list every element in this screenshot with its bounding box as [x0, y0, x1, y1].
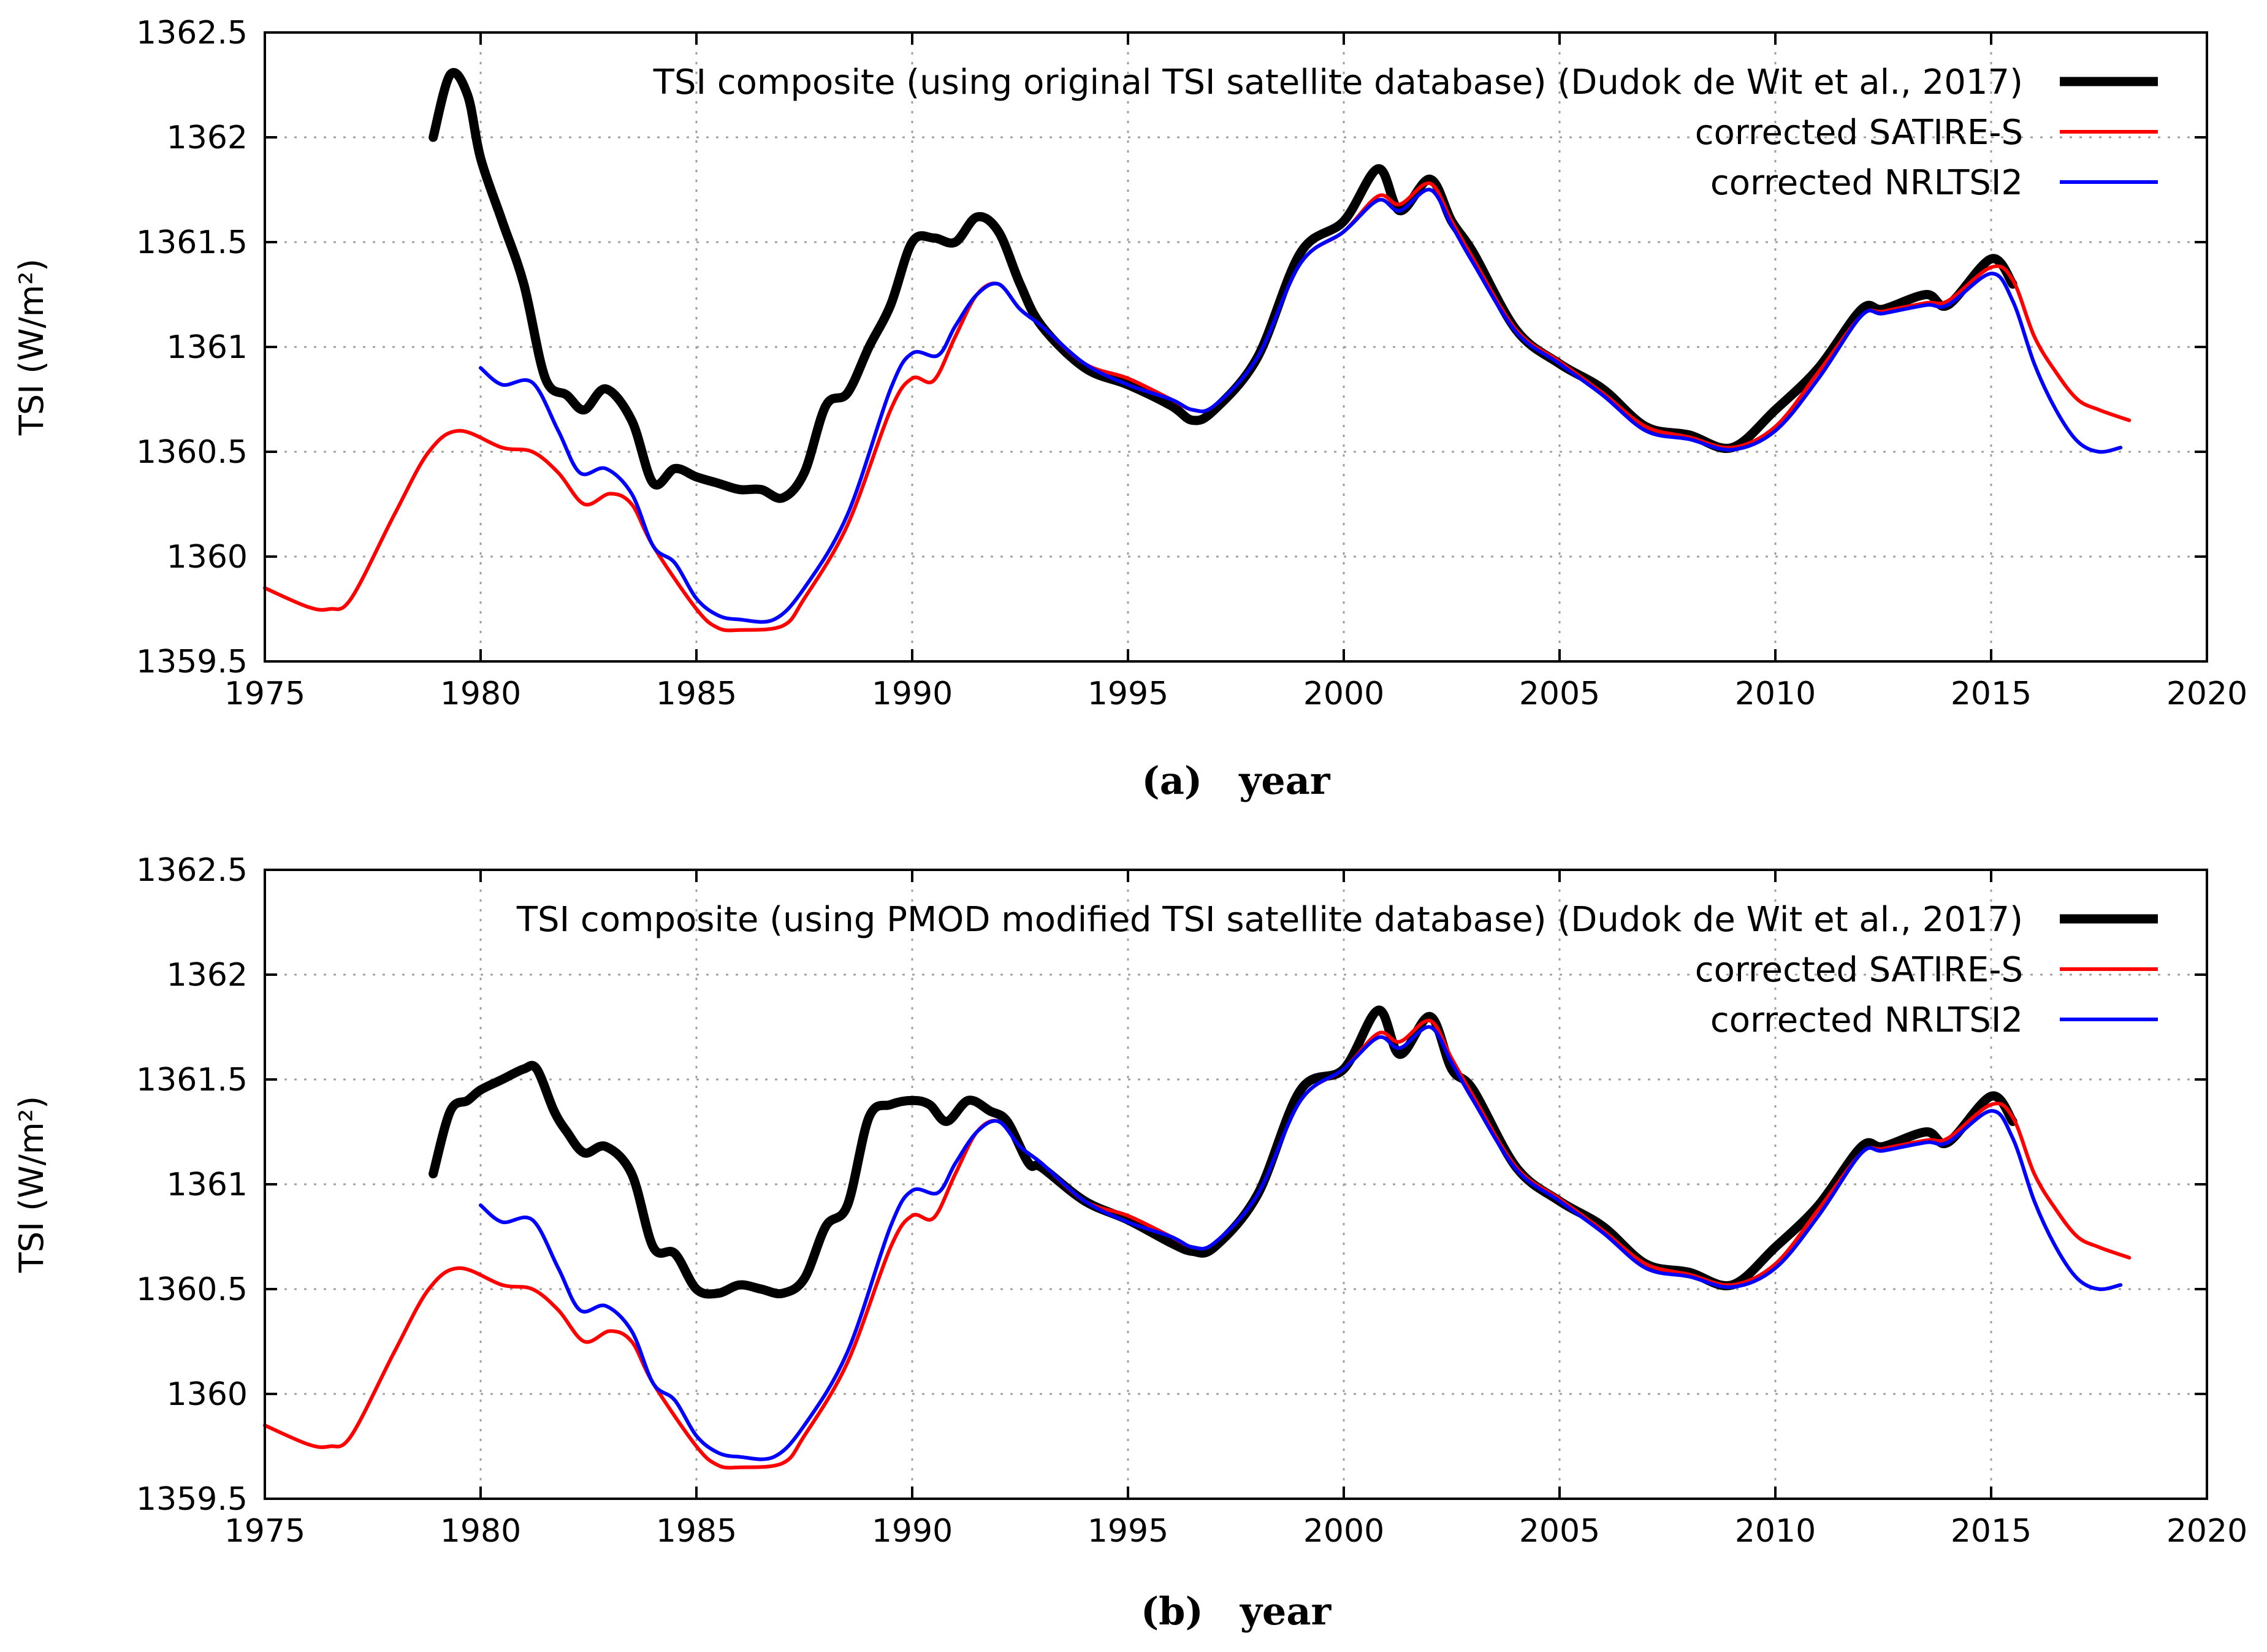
y-tick-label: 1361.5 — [136, 224, 248, 261]
legend-label: TSI composite (using PMOD modified TSI s… — [516, 900, 2023, 940]
gridlines — [265, 32, 2207, 661]
x-tick-label: 2020 — [2166, 1513, 2247, 1550]
legend-label: corrected NRLTSI2 — [1710, 163, 2023, 203]
gridlines — [265, 870, 2207, 1499]
x-tick-label: 1990 — [872, 676, 953, 712]
x-tick-label: 1985 — [656, 676, 737, 712]
x-tick-label: 1980 — [440, 1513, 521, 1550]
legend-label: TSI composite (using original TSI satell… — [653, 63, 2023, 102]
x-tick-label: 2015 — [1951, 676, 2032, 712]
x-tick-label: 1985 — [656, 1513, 737, 1550]
legend: TSI composite (using PMOD modified TSI s… — [516, 900, 2158, 1040]
y-axis-label: TSI (W/m²) — [12, 259, 51, 436]
legend-label: corrected SATIRE-S — [1695, 113, 2023, 153]
x-tick-label: 2010 — [1735, 676, 1816, 712]
y-tick-label: 1359.5 — [136, 1481, 248, 1518]
x-tick-label: 2000 — [1303, 1513, 1384, 1550]
legend-label: corrected NRLTSI2 — [1710, 1000, 2023, 1040]
panel-a: 1975 1980 1985 1990 1995 2000 2005 2010 2015 2020… — [12, 15, 2247, 803]
y-tick-label: 1359.5 — [136, 644, 248, 680]
panel-letter: (b) — [1141, 1589, 1203, 1634]
x-axis-caption: (b) year — [1141, 1589, 1332, 1634]
x-tick-label: 1975 — [224, 676, 305, 712]
x-tick-label: 1975 — [224, 1513, 305, 1550]
y-tick-label: 1361.5 — [136, 1062, 248, 1098]
y-tick-label: 1360.5 — [136, 1271, 248, 1308]
y-tick-label: 1360 — [167, 539, 248, 576]
legend: TSI composite (using original TSI satell… — [653, 63, 2158, 203]
series-line-tsi-composite — [429, 1005, 2017, 1299]
y-tick-label: 1360.5 — [136, 434, 248, 471]
legend-label: corrected SATIRE-S — [1695, 950, 2023, 990]
x-tick-label: 2005 — [1519, 676, 1600, 712]
y-axis-label: TSI (W/m²) — [12, 1096, 51, 1273]
y-tick-label: 1361 — [167, 1167, 248, 1203]
series-line-nrltsi2 — [479, 1025, 2123, 1461]
x-tick-label: 2010 — [1735, 1513, 1816, 1550]
y-tick-label: 1362 — [167, 120, 248, 156]
x-tick-label: 1990 — [872, 1513, 953, 1550]
y-tick-label: 1362.5 — [136, 15, 248, 51]
panel-b: 1975 1980 1985 1990 1995 2000 2005 2010 2015 2020… — [12, 852, 2247, 1634]
x-tick-label: 2020 — [2166, 676, 2247, 712]
x-tick-label: 1980 — [440, 676, 521, 712]
x-tick-label: 2000 — [1303, 676, 1384, 712]
x-tick-label: 1995 — [1088, 676, 1168, 712]
x-axis-caption: (a) year — [1141, 758, 1330, 803]
y-tick-label: 1360 — [167, 1376, 248, 1413]
series-line-satire-s — [263, 181, 2132, 633]
y-tick-label: 1362.5 — [136, 852, 248, 889]
y-tick-label: 1362 — [167, 957, 248, 994]
x-tick-label: 2015 — [1951, 1513, 2032, 1550]
x-tick-label: 2005 — [1519, 1513, 1600, 1550]
series-line-nrltsi2 — [479, 188, 2123, 624]
x-tick-label: 1995 — [1088, 1513, 1168, 1550]
panel-letter: (a) — [1141, 758, 1202, 803]
x-axis-label: year — [1238, 758, 1331, 803]
y-tick-label: 1361 — [167, 329, 248, 366]
x-axis-label: year — [1240, 1589, 1332, 1634]
